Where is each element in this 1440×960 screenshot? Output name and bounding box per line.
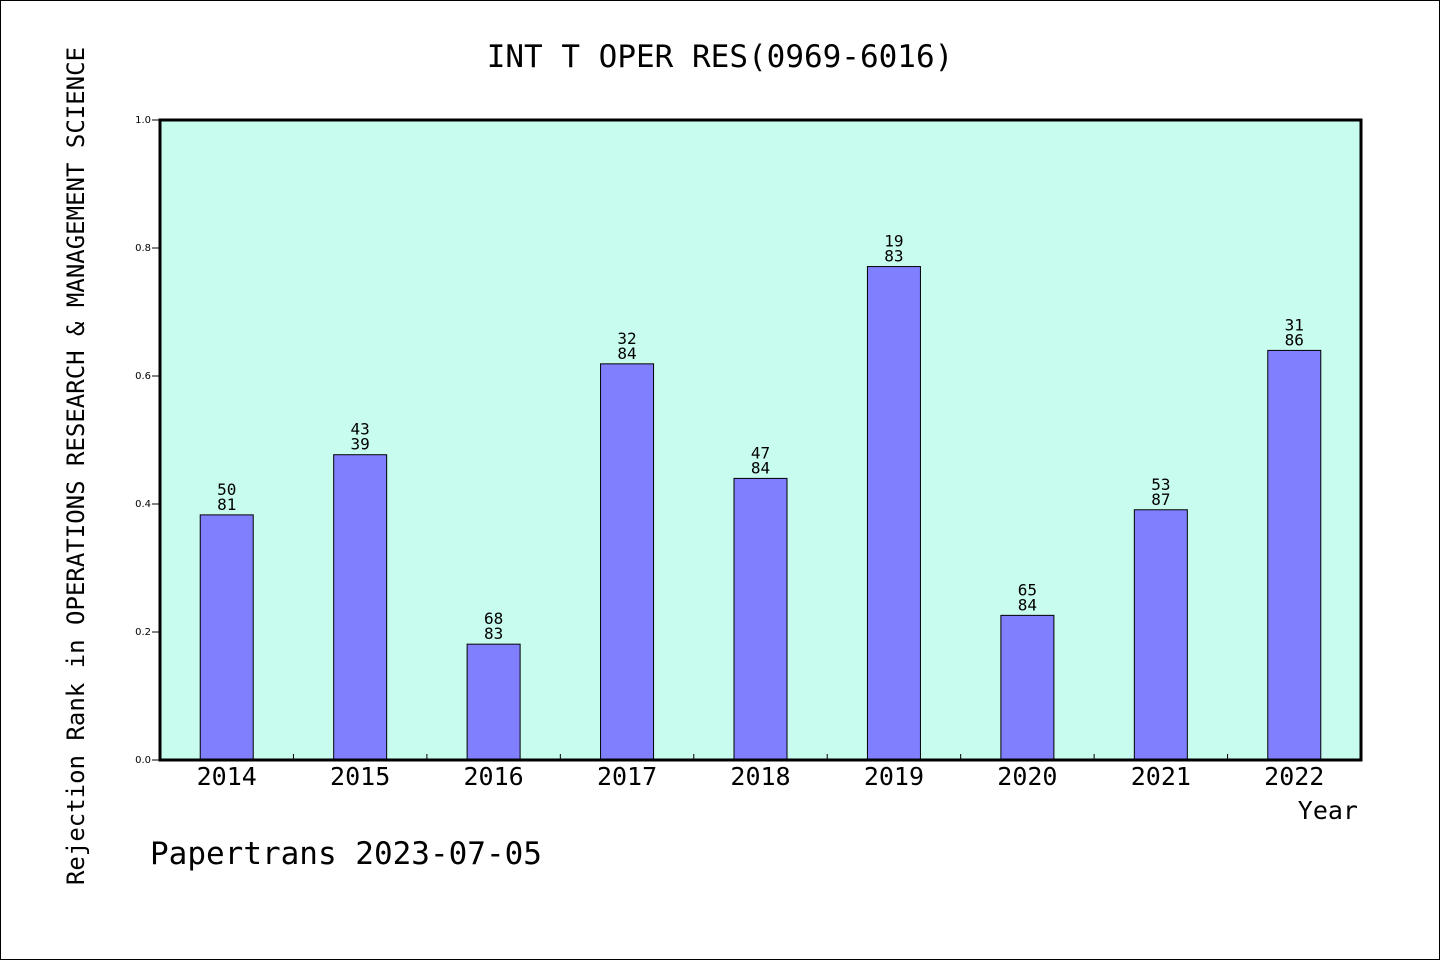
bar-label-bottom: 39 (351, 435, 370, 454)
bar-2015 (333, 454, 388, 761)
bar-label-top: 68 (484, 609, 503, 628)
bar-2016 (466, 643, 521, 761)
bar-label-top: 19 (884, 232, 903, 251)
bar-2018 (733, 477, 788, 761)
bar-label-top: 50 (217, 480, 236, 499)
bar-label-bottom: 87 (1151, 490, 1170, 509)
footer-text: Papertrans 2023-07-05 (150, 836, 542, 872)
y-tick-label: 0.0 (135, 755, 151, 766)
x-tick-label: 2020 (997, 762, 1057, 791)
bar-label-top: 31 (1285, 315, 1304, 334)
y-tick-label: 0.6 (135, 371, 151, 382)
bar-label-bottom: 83 (484, 624, 503, 643)
x-tick-label: 2016 (464, 762, 524, 791)
bar-2021 (1133, 509, 1188, 761)
y-tick-label: 1.0 (135, 115, 151, 126)
y-tick-label: 0.2 (135, 627, 151, 638)
x-tick-label: 2014 (197, 762, 257, 791)
x-tick-label: 2018 (730, 762, 790, 791)
bar-label-bottom: 84 (1018, 595, 1037, 614)
bar-2022 (1267, 349, 1322, 761)
x-tick-label: 2015 (330, 762, 390, 791)
plot-border (158, 118, 1363, 762)
bar-2019 (866, 266, 921, 761)
bar-label-bottom: 84 (617, 344, 636, 363)
bar-label-bottom: 84 (751, 458, 770, 477)
x-axis-label: Year (1298, 796, 1358, 825)
bar-2020 (1000, 614, 1055, 761)
x-tick-label: 2019 (864, 762, 924, 791)
x-tick-label: 2021 (1131, 762, 1191, 791)
chart-title: INT T OPER RES(0969-6016) (487, 39, 954, 75)
x-tick-label: 2017 (597, 762, 657, 791)
y-axis: 0.0 0.2 0.4 0.6 0.8 1.0 (135, 115, 160, 766)
x-axis: 2014 2015 2016 2017 2018 2019 2020 2021 2022 (197, 754, 1324, 791)
bar-label-bottom: 86 (1285, 330, 1304, 349)
x-tick-label: 2022 (1264, 762, 1324, 791)
y-axis-label: Rejection Rank in OPERATIONS RESEARCH & … (62, 47, 90, 885)
bar-label-top: 32 (617, 329, 636, 348)
y-tick-label: 0.8 (135, 243, 151, 254)
y-tick-label: 0.4 (135, 499, 151, 510)
bar-label-top: 43 (351, 420, 370, 439)
bar-label-bottom: 81 (217, 495, 236, 514)
bar-2017 (600, 363, 655, 761)
bars (199, 266, 1322, 761)
bar-label-bottom: 83 (884, 247, 903, 266)
bar-label-top: 53 (1151, 475, 1170, 494)
bar-label-top: 47 (751, 443, 770, 462)
bar-label-top: 65 (1018, 580, 1037, 599)
bar-2014 (199, 514, 254, 761)
